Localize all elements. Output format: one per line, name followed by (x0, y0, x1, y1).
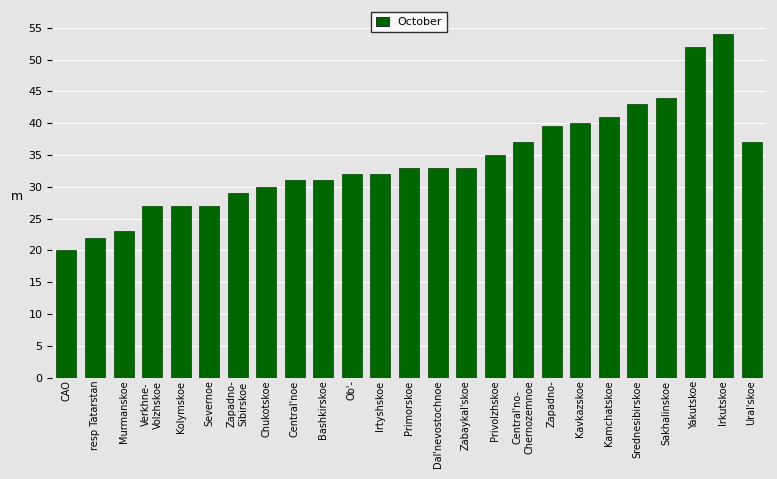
Bar (514, 142, 533, 378)
Bar (142, 206, 162, 378)
Bar (57, 251, 76, 378)
Bar (199, 206, 219, 378)
Bar (85, 238, 105, 378)
Bar (627, 104, 647, 378)
Bar (656, 98, 676, 378)
Bar (228, 193, 248, 378)
Bar (599, 117, 618, 378)
Bar (399, 168, 419, 378)
Bar (741, 142, 761, 378)
Bar (256, 187, 277, 378)
Bar (485, 155, 504, 378)
Bar (313, 181, 333, 378)
Legend: October: October (371, 12, 447, 32)
Bar (685, 47, 705, 378)
Bar (713, 34, 733, 378)
Bar (456, 168, 476, 378)
Bar (542, 126, 562, 378)
Bar (113, 231, 134, 378)
Bar (427, 168, 448, 378)
Bar (342, 174, 362, 378)
Bar (171, 206, 190, 378)
Bar (570, 123, 591, 378)
Y-axis label: m: m (11, 190, 23, 203)
Bar (371, 174, 391, 378)
Bar (285, 181, 305, 378)
